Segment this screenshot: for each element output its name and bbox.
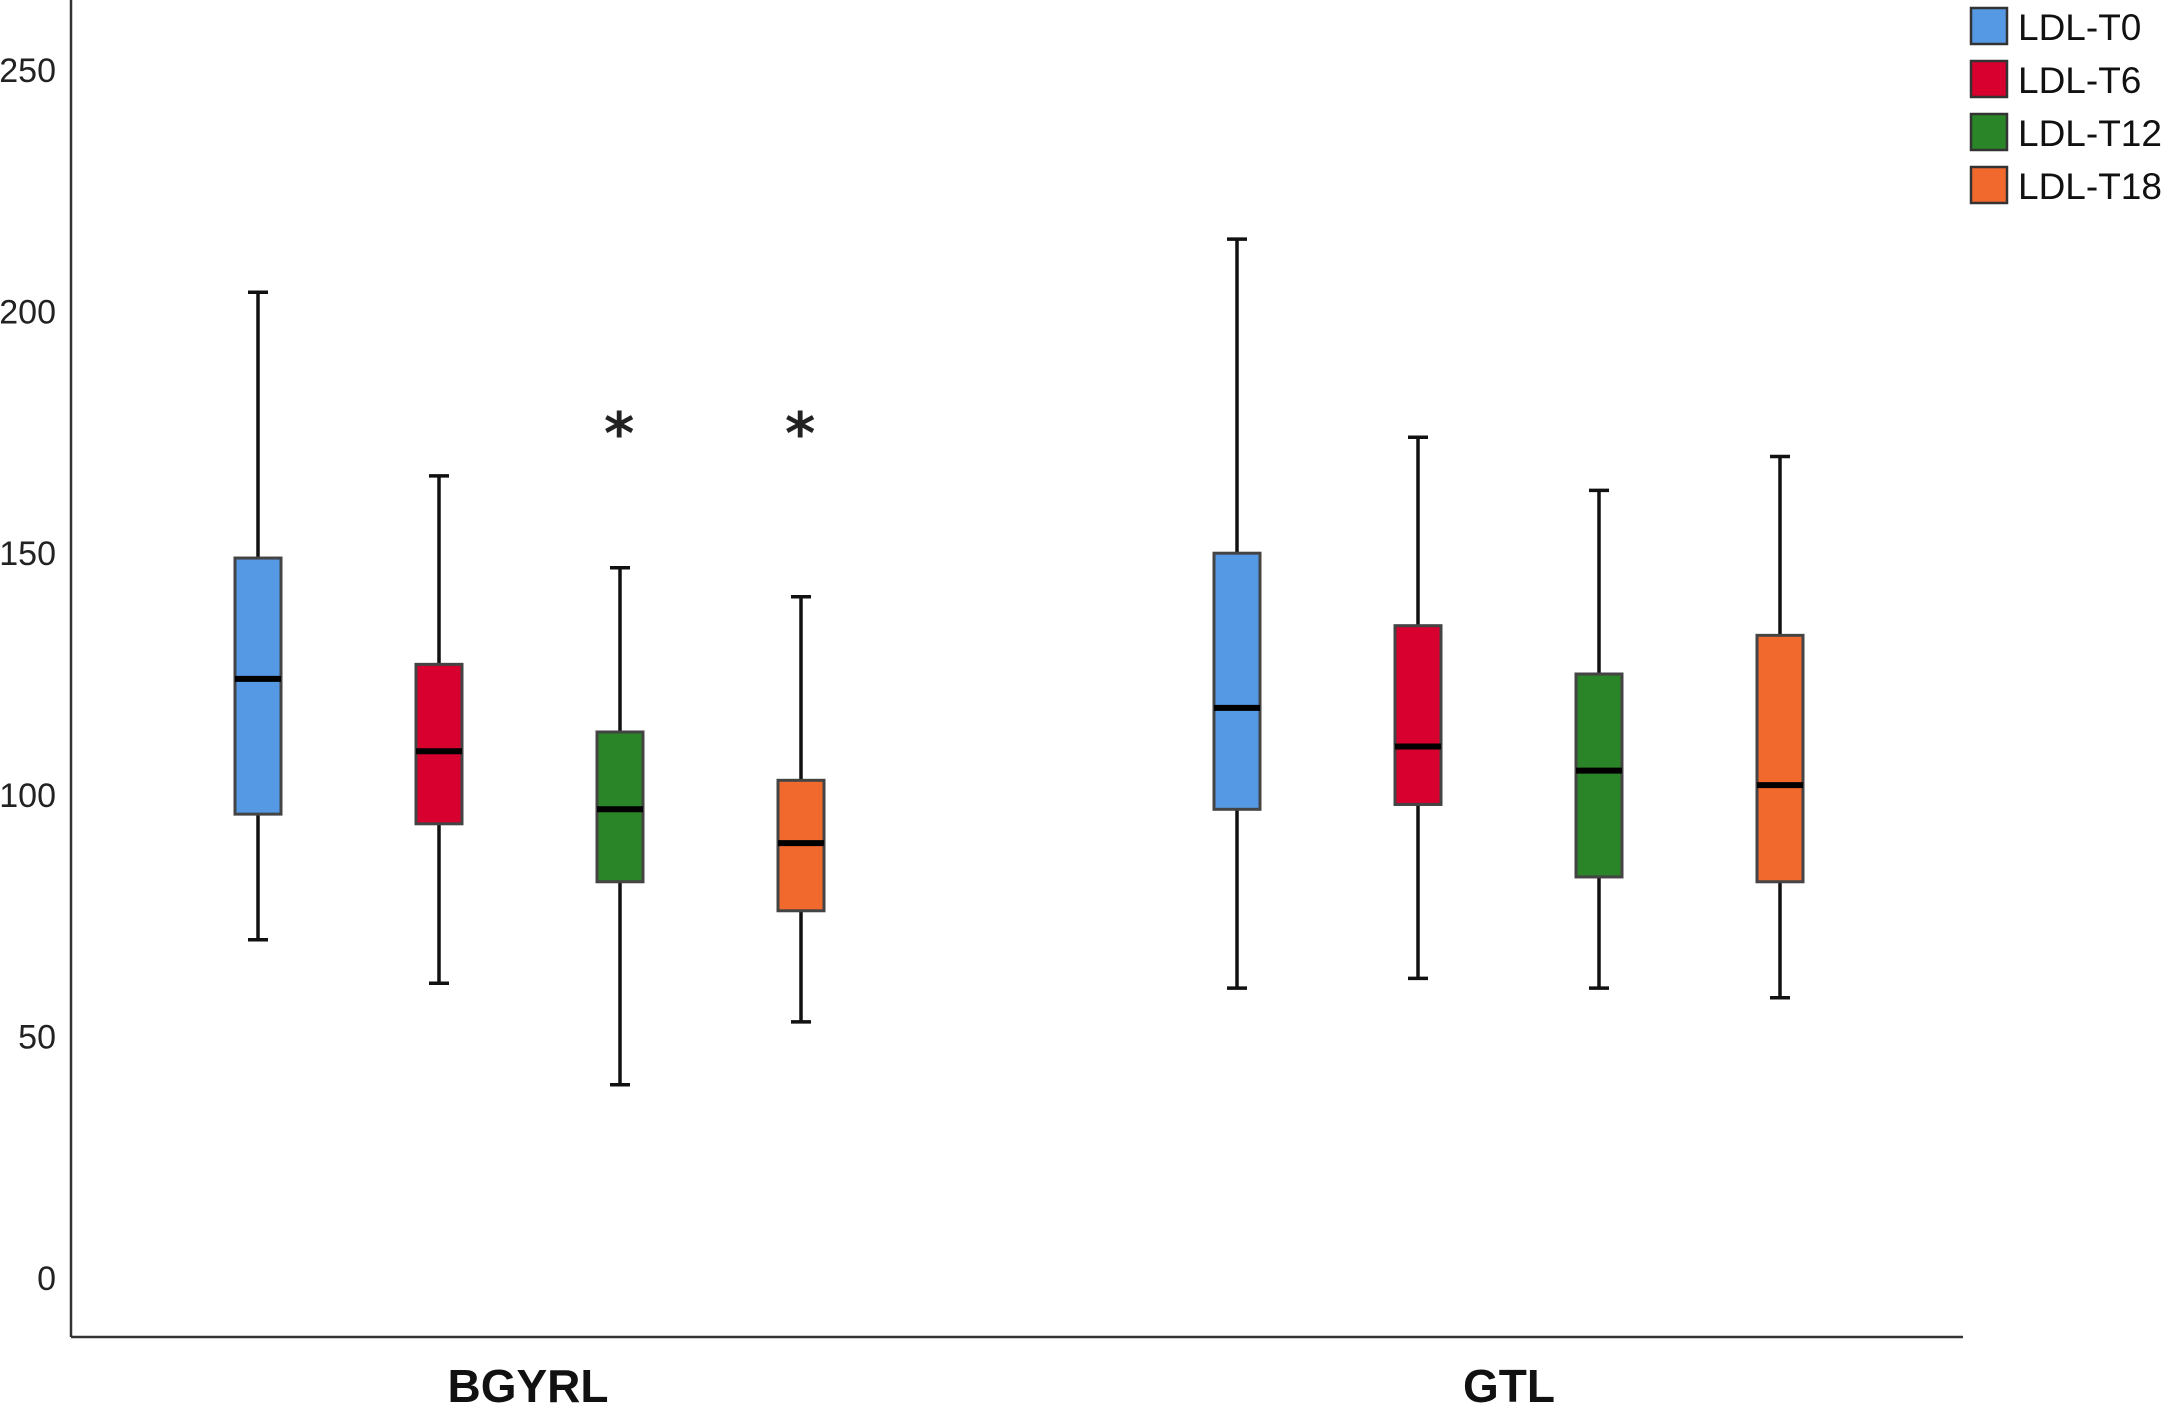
outlier-marker: *	[785, 400, 815, 468]
axes	[69, 0, 1963, 1339]
box-ldl-t6-bgyrl	[414, 474, 464, 985]
y-tick-label: 100	[0, 777, 56, 815]
legend: LDL-T0 LDL-T6 LDL-T12 LDL-T18	[1969, 6, 2162, 207]
box-ldl-t12-gtl	[1574, 488, 1624, 990]
category-label: BGYRL	[448, 1360, 609, 1407]
iqr-box	[1212, 551, 1262, 811]
legend-swatch	[1969, 112, 2009, 152]
legend-swatch	[1969, 6, 2009, 46]
y-tick-label: 0	[37, 1260, 56, 1298]
y-tick-label: 50	[18, 1018, 56, 1056]
iqr-box	[1574, 672, 1624, 879]
legend-swatch	[1969, 165, 2009, 205]
legend-item: LDL-T18	[1969, 165, 2162, 207]
category-labels: BGYRL GTL	[448, 1360, 1555, 1407]
legend-item: LDL-T12	[1969, 112, 2162, 154]
box-ldl-t12-bgyrl: *	[595, 400, 645, 1087]
y-tick-label: 250	[0, 52, 56, 90]
y-tick-label: 200	[0, 294, 56, 332]
iqr-box	[1755, 633, 1805, 884]
legend-label: LDL-T18	[2018, 166, 2162, 207]
legend-label: LDL-T6	[2018, 60, 2141, 101]
box-ldl-t0-gtl	[1212, 237, 1262, 990]
iqr-box	[233, 556, 283, 816]
outlier-marker: *	[604, 400, 634, 468]
box-ldl-t0-bgyrl	[233, 290, 283, 942]
legend-swatch	[1969, 59, 2009, 99]
box-series: * *	[233, 237, 1805, 1087]
y-tick-labels: 0 50 100 150 200 250	[0, 52, 56, 1298]
y-tick-label: 150	[0, 535, 56, 573]
category-label: GTL	[1463, 1360, 1555, 1407]
iqr-box	[1393, 624, 1443, 806]
iqr-box	[414, 662, 464, 826]
box-ldl-t6-gtl	[1393, 435, 1443, 981]
legend-label: LDL-T12	[2018, 113, 2162, 154]
box-ldl-t18-gtl	[1755, 454, 1805, 1000]
legend-item: LDL-T0	[1969, 6, 2141, 48]
legend-label: LDL-T0	[2018, 7, 2141, 48]
legend-item: LDL-T6	[1969, 59, 2141, 101]
box-ldl-t18-bgyrl: *	[776, 400, 826, 1024]
